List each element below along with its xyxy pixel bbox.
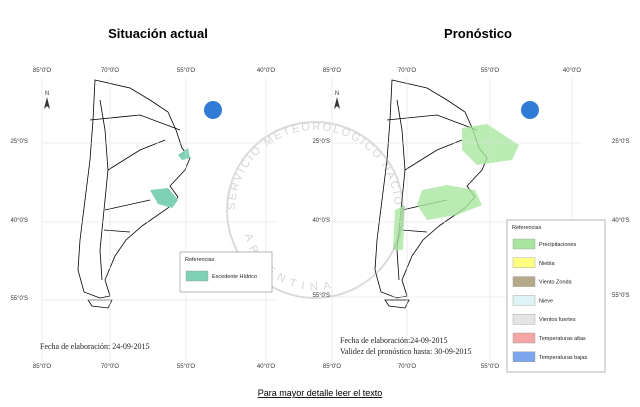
lon-label: 40°0'O: [257, 364, 276, 370]
lat-label: 25°0'S: [10, 139, 28, 145]
note: Validez del pronóstico hasta: 30-09-2015: [340, 347, 472, 356]
area: [178, 148, 190, 160]
lon-label: 55°0'O: [177, 68, 196, 74]
legend-swatch: [512, 351, 536, 362]
legend-swatch: [512, 257, 536, 268]
lon-label: 85°0'O: [323, 364, 342, 370]
legend-label: Temperaturas altas: [539, 336, 586, 342]
legend-title: Referencias: [185, 257, 215, 263]
legend-swatch: [512, 295, 536, 306]
note: Fecha de elaboración: 24-09-2015: [40, 342, 150, 351]
lat-label: 25°0'S: [312, 139, 330, 145]
legend-label: Precipitaciones: [539, 242, 577, 248]
watermark-ring: [226, 121, 404, 299]
lon-label: 70°0'O: [398, 364, 417, 370]
lon-label: 55°0'O: [481, 68, 500, 74]
lon-label: 70°0'O: [398, 68, 417, 74]
legend-title: Referencias: [512, 225, 542, 231]
north-arrow: [334, 97, 340, 109]
legend-swatch: [512, 238, 536, 250]
lat-label: 40°0'S: [10, 218, 28, 224]
area: [393, 205, 405, 250]
legend-label: Vientos fuertes: [539, 317, 576, 323]
logo: [204, 101, 222, 119]
legend-swatch: [512, 314, 536, 325]
footer-link[interactable]: Para mayor detalle leer el texto: [258, 388, 383, 398]
lat-label: 40°0'S: [312, 218, 330, 224]
lon-label: 85°0'O: [323, 68, 342, 74]
outline: [77, 79, 191, 309]
left-title: Situación actual: [108, 26, 208, 41]
lat-label: 40°0'S: [612, 218, 630, 224]
legend-label: Excedente Hídrico: [212, 274, 257, 280]
right-title: Pronóstico: [444, 26, 512, 41]
legend-swatch: [512, 332, 536, 344]
lat-label: 55°0'S: [612, 293, 630, 299]
legend-label: Viento Zonda: [539, 280, 573, 286]
area: [150, 188, 178, 208]
lon-label: 40°0'O: [257, 68, 276, 74]
lon-label: 85°0'O: [33, 68, 52, 74]
map-forecast: [374, 79, 539, 309]
lon-label: 70°0'O: [101, 364, 120, 370]
lat-label: 55°0'S: [312, 293, 330, 299]
note: Fecha de elaboración:24-09-2015: [340, 336, 448, 345]
lat-label: 25°0'S: [612, 139, 630, 145]
lon-label: 40°0'O: [563, 68, 582, 74]
lat-label: 55°0'S: [10, 296, 28, 302]
north-arrow: [44, 97, 50, 109]
lon-label: 55°0'O: [481, 364, 500, 370]
logo: [521, 101, 539, 119]
lon-label: 85°0'O: [33, 364, 52, 370]
north-label: N: [45, 91, 49, 97]
legend-label: Niebla: [539, 261, 556, 267]
legend-label: Nieve: [539, 298, 553, 304]
north-label: N: [335, 91, 339, 97]
lon-label: 55°0'O: [177, 364, 196, 370]
legend-swatch: [185, 270, 209, 282]
lon-label: 70°0'O: [101, 68, 120, 74]
area: [417, 185, 482, 220]
legend-swatch: [512, 276, 536, 287]
map-current: [77, 79, 222, 309]
area: [462, 124, 519, 165]
legend-label: Temperaturas bajas: [539, 355, 588, 361]
